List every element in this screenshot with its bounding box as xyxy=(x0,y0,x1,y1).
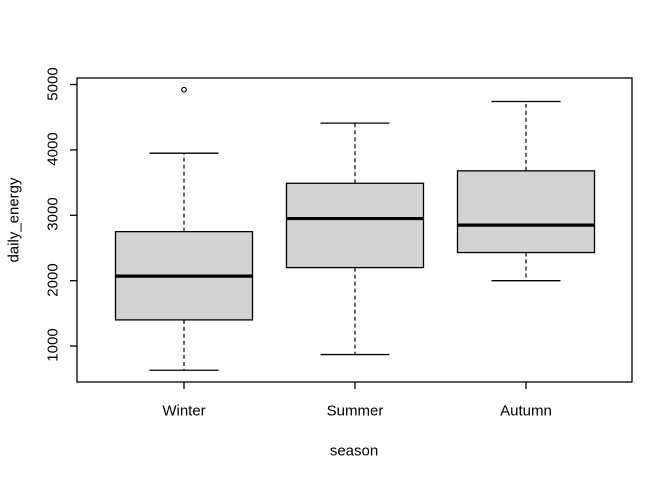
x-axis-title: season xyxy=(329,442,379,460)
y-tick-label-3000: 3000 xyxy=(44,197,62,231)
y-tick-label-5000: 5000 xyxy=(44,67,62,101)
x-tick-label-autumn: Autumn xyxy=(500,402,552,420)
x-tick-label-summer: Summer xyxy=(326,402,384,420)
y-tick-label-4000: 4000 xyxy=(44,132,62,166)
y-tick-label-2000: 2000 xyxy=(44,263,62,297)
y-tick-label-1000: 1000 xyxy=(44,328,62,362)
y-axis-title: daily_energy xyxy=(5,177,23,263)
x-tick-label-winter: Winter xyxy=(162,402,206,420)
